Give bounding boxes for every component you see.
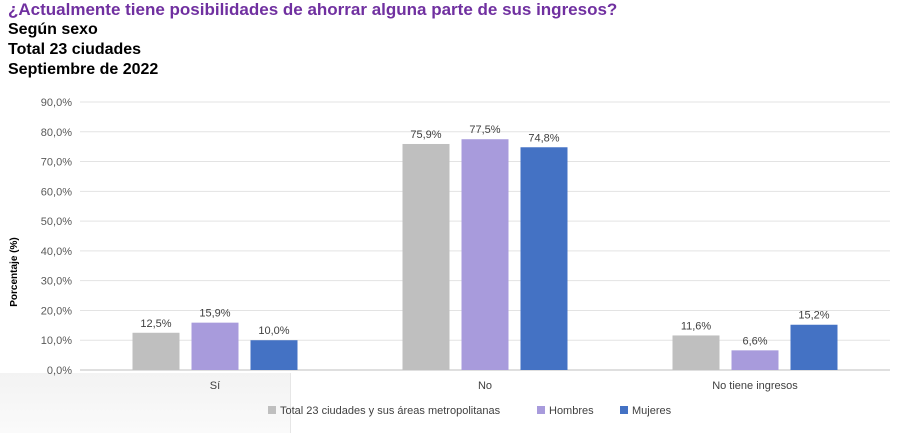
chart-shadow-decoration [0,373,291,433]
data-label: 12,5% [140,318,171,330]
bar-chart: 0,0% 10,0% 20,0% 30,0% 40,0% 50,0% 60,0% 70,0% 8… [9,97,890,417]
subtitle-date: Septiembre de 2022 [8,61,159,78]
data-label: 10,0% [258,325,289,337]
chart-area: 0,0% 10,0% 20,0% 30,0% 40,0% 50,0% 60,0% 70,0% 8… [0,88,904,433]
data-label: 15,2% [798,310,829,322]
bar [402,143,450,370]
bar [132,332,180,370]
y-axis-label: Porcentaje (%) [9,237,20,306]
legend-swatch [537,406,545,414]
bar [520,147,568,370]
y-axis-ticks: 0,0% 10,0% 20,0% 30,0% 40,0% 50,0% 60,0% 70,0% 8… [41,97,72,377]
y-tick-label: 60,0% [41,186,72,198]
bar [250,340,298,370]
data-label: 11,6% [681,320,712,332]
legend-label: Mujeres [632,405,672,417]
bar [191,322,239,370]
data-label: 77,5% [469,124,500,136]
data-label: 75,9% [410,129,441,141]
y-tick-label: 70,0% [41,157,72,169]
x-tick-label: No [478,380,492,392]
chart-header: ¿Actualmente tiene posibilidades de ahor… [8,0,617,80]
data-label: 15,9% [199,308,230,320]
subtitle-sex: Según sexo [8,21,98,38]
legend-swatch [620,406,628,414]
legend-label: Hombres [549,405,594,417]
bar [731,350,779,370]
data-label: 6,6% [742,335,767,347]
data-label: 74,8% [528,132,559,144]
x-tick-label: Sí [210,380,220,392]
x-tick-label: No tiene ingresos [712,380,798,392]
y-tick-label: 20,0% [41,305,72,317]
page-title: ¿Actualmente tiene posibilidades de ahor… [8,0,618,19]
x-axis-ticks: Sí No No tiene ingresos [210,380,799,392]
legend: Total 23 ciudades y sus áreas metropolit… [268,405,672,417]
y-tick-label: 40,0% [41,246,72,258]
y-tick-label: 10,0% [41,335,72,347]
y-tick-label: 90,0% [41,97,72,109]
subtitle-cities: Total 23 ciudades [8,41,142,58]
bar [461,139,509,370]
legend-label: Total 23 ciudades y sus áreas metropolit… [280,405,501,417]
y-tick-label: 80,0% [41,127,72,139]
bar [672,335,720,370]
legend-swatch [268,406,276,414]
bar-series: 12,5% 15,9% 10,0% 75,9% 77,5% 74,8% 11,6% 6,6% 1… [132,124,838,370]
bar [790,324,838,370]
y-tick-label: 30,0% [41,276,72,288]
y-tick-label: 50,0% [41,216,72,228]
y-tick-label: 0,0% [47,365,72,377]
